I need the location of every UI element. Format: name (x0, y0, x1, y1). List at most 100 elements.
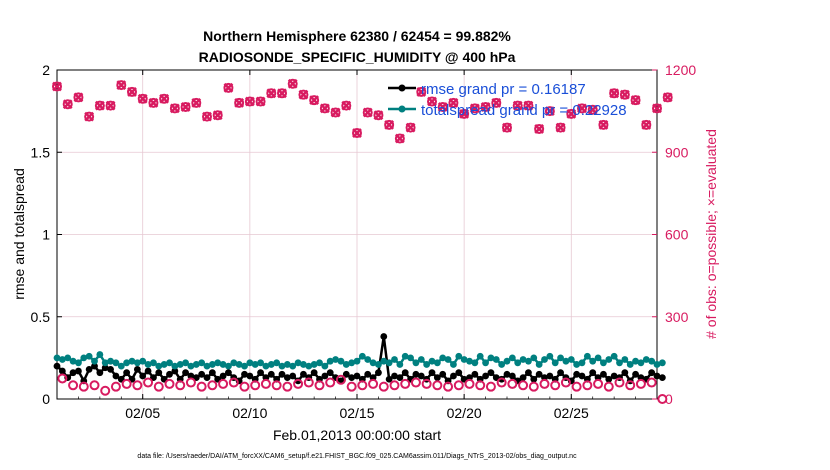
y-right-tick-label: 300 (665, 309, 689, 325)
data-point-totalspread (305, 362, 313, 370)
obs-possible-marker (378, 381, 389, 392)
data-point-totalspread (546, 352, 554, 360)
data-point-rmse (428, 369, 436, 377)
data-point-totalspread (300, 361, 307, 368)
data-point-totalspread (578, 359, 586, 367)
data-point-totalspread (310, 361, 318, 368)
data-point-totalspread (251, 361, 259, 368)
data-point-totalspread (166, 359, 173, 367)
x-axis-label: Feb.01,2013 00:00:00 start (273, 427, 441, 443)
data-point-rmse (133, 365, 141, 373)
data-point-rmse (380, 333, 388, 340)
data-point-rmse (589, 369, 597, 377)
obs-possible-marker (196, 381, 207, 392)
obs-possible-marker (223, 82, 234, 93)
obs-possible-marker (475, 380, 486, 391)
data-point-rmse (391, 372, 398, 380)
data-point-rmse (610, 372, 618, 380)
data-point-totalspread (455, 352, 463, 360)
data-point-totalspread (567, 356, 575, 363)
data-point-totalspread (214, 359, 222, 367)
data-point-totalspread (337, 357, 345, 365)
obs-possible-marker (341, 100, 352, 111)
obs-evaluated-marker (566, 108, 577, 119)
obs-possible-marker (491, 97, 502, 108)
data-point-rmse (321, 372, 329, 380)
obs-possible-marker (625, 380, 636, 391)
obs-evaluated-marker (94, 100, 105, 111)
data-point-rmse (241, 370, 248, 378)
obs-possible-marker (630, 95, 641, 106)
obs-evaluated-marker (652, 103, 662, 114)
data-point-rmse (525, 369, 532, 377)
obs-possible-marker (539, 378, 550, 389)
obs-possible-marker (121, 378, 132, 389)
obs-evaluated-marker (619, 89, 630, 100)
data-file-caption: data file: /Users/raeder/DAI/ATM_forcXX/… (137, 453, 577, 460)
data-point-rmse (353, 372, 361, 380)
obs-evaluated-marker (116, 80, 127, 90)
data-point-rmse (450, 372, 457, 380)
obs-evaluated-marker (223, 82, 234, 93)
data-point-rmse (166, 370, 173, 378)
x-tick-label: 02/10 (232, 405, 267, 421)
data-point-totalspread (294, 359, 302, 367)
tick-labels: 02/05 02/10 02/15 02/20 02/25 0 0.5 1 1.5 2 0 300 60… (31, 62, 697, 421)
data-point-rmse (171, 367, 179, 375)
data-point-totalspread (562, 357, 570, 365)
data-point-totalspread (530, 354, 538, 362)
data-point-totalspread (551, 359, 559, 367)
obs-possible-marker (593, 378, 604, 389)
data-point-rmse (605, 375, 613, 383)
obs-possible-marker (260, 378, 271, 389)
series--obs-possible (52, 78, 673, 144)
data-point-totalspread (203, 362, 211, 370)
data-point-rmse (508, 372, 516, 380)
obs-possible-marker (250, 380, 261, 391)
data-point-totalspread (471, 359, 479, 367)
obs-evaluated-marker (73, 92, 84, 103)
obs-possible-marker (609, 88, 620, 99)
obs-evaluated-marker (427, 96, 437, 107)
obs-possible-marker (384, 119, 395, 130)
obs-possible-marker (234, 97, 245, 108)
obs-possible-marker (566, 108, 577, 119)
data-point-totalspread (487, 354, 495, 362)
data-point-totalspread (192, 361, 200, 368)
data-point-rmse (187, 372, 195, 380)
data-point-rmse (557, 369, 564, 377)
obs-evaluated-marker (137, 93, 148, 104)
obs-possible-marker (169, 103, 180, 114)
data-point-rmse (348, 374, 356, 382)
data-point-totalspread (632, 357, 639, 365)
obs-possible-marker (410, 377, 421, 388)
series-layer (52, 78, 673, 404)
obs-possible-marker (432, 380, 443, 391)
data-point-totalspread (353, 357, 361, 365)
obs-possible-marker (314, 380, 325, 391)
data-point-totalspread (375, 361, 382, 368)
data-point-totalspread (508, 354, 516, 362)
data-point-totalspread (616, 359, 623, 367)
data-point-totalspread (642, 356, 650, 363)
obs-possible-marker (652, 103, 662, 114)
data-point-totalspread (589, 357, 597, 365)
data-point-rmse (107, 365, 114, 373)
obs-possible-marker (207, 380, 218, 391)
obs-possible-marker (159, 93, 170, 104)
legend: rmse grand pr = 0.16187 totalspread gran… (388, 81, 627, 119)
obs-possible-marker (78, 381, 89, 392)
obs-possible-marker (571, 381, 582, 392)
data-point-rmse (278, 370, 286, 378)
data-point-rmse (546, 372, 554, 380)
data-point-totalspread (289, 362, 297, 370)
obs-possible-marker (84, 111, 95, 122)
data-point-totalspread (155, 362, 163, 370)
data-point-totalspread (69, 357, 77, 365)
data-point-rmse (439, 370, 447, 378)
obs-possible-marker (614, 377, 625, 388)
data-point-totalspread (423, 361, 431, 368)
data-point-totalspread (519, 356, 527, 363)
obs-evaluated-marker (448, 98, 459, 108)
obs-evaluated-marker (630, 95, 641, 106)
